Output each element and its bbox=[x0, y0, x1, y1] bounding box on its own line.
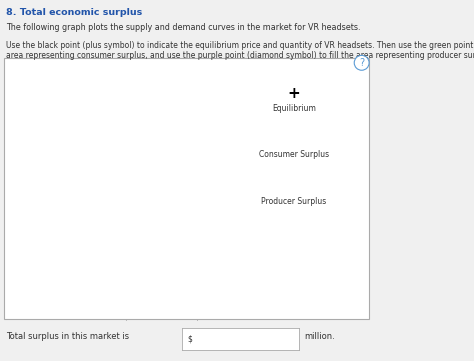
Text: Producer Surplus: Producer Surplus bbox=[261, 197, 327, 205]
Text: million.: million. bbox=[304, 332, 335, 341]
Text: area representing consumer surplus, and use the purple point (diamond symbol) to: area representing consumer surplus, and … bbox=[6, 51, 474, 60]
Text: Equilibrium: Equilibrium bbox=[272, 104, 316, 113]
X-axis label: QUANTITY (Millions of headsets): QUANTITY (Millions of headsets) bbox=[87, 313, 200, 320]
Text: Demand: Demand bbox=[44, 126, 74, 131]
Text: The following graph plots the supply and demand curves in the market for VR head: The following graph plots the supply and… bbox=[6, 23, 360, 32]
Text: +: + bbox=[288, 86, 300, 101]
Text: Supply: Supply bbox=[44, 262, 68, 268]
Text: Consumer Surplus: Consumer Surplus bbox=[259, 150, 329, 158]
Text: Use the black point (plus symbol) to indicate the equilibrium price and quantity: Use the black point (plus symbol) to ind… bbox=[6, 41, 474, 50]
Y-axis label: PRICE (Dollars per headset): PRICE (Dollars per headset) bbox=[15, 140, 21, 236]
Text: ?: ? bbox=[359, 58, 364, 68]
Text: $: $ bbox=[187, 335, 192, 343]
Text: 8. Total economic surplus: 8. Total economic surplus bbox=[6, 8, 142, 17]
Text: Total surplus in this market is: Total surplus in this market is bbox=[6, 332, 129, 341]
